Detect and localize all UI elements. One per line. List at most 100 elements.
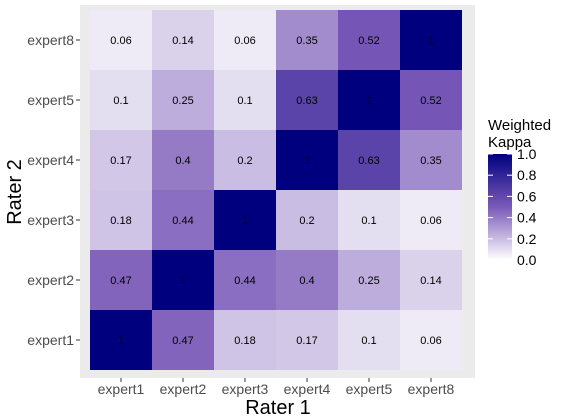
cell-value-label: 0.25 (358, 275, 379, 287)
cell-value-label: 1 (180, 275, 186, 287)
y-tick-label: expert8 (27, 32, 74, 48)
heatmap-cell (276, 10, 338, 70)
x-tick-label: expert3 (222, 381, 269, 397)
heatmap-cell (276, 130, 338, 190)
heatmap-cell (214, 70, 276, 130)
x-axis: expert1 expert2 expert3 expert4 expert5 exper… (98, 378, 455, 397)
cell-value-label: 0.1 (361, 215, 376, 227)
heatmap-cell (152, 10, 214, 70)
cell-value-label: 0.35 (420, 155, 441, 167)
heatmap-cell (338, 250, 400, 310)
heatmap-cell (90, 10, 152, 70)
x-tick-label: expert4 (284, 381, 331, 397)
heatmap-cell (214, 250, 276, 310)
legend-tick-label: 0.2 (517, 231, 537, 247)
cell-value-label: 0.4 (299, 275, 314, 287)
heatmap-cell (152, 190, 214, 250)
heatmap-cell (90, 310, 152, 370)
heatmap-cell (152, 130, 214, 190)
legend-title-line1: Weighted (488, 117, 551, 134)
cell-value-label: 0.44 (234, 275, 255, 287)
cell-value-label: 0.18 (234, 335, 255, 347)
cell-value-label: 0.06 (420, 215, 441, 227)
heatmap-cell (214, 10, 276, 70)
heatmap-cell (90, 70, 152, 130)
heatmap-cells (90, 10, 462, 370)
cell-value-label: 0.17 (110, 155, 131, 167)
cell-value-labels: 1 0.47 0.18 0.17 0.1 0.06 0.47 1 0.44 0.4 0.25 0.14… (110, 35, 441, 347)
heatmap-cell (152, 310, 214, 370)
cell-value-label: 1 (304, 155, 310, 167)
heatmap-cell (400, 190, 462, 250)
x-axis-title: Rater 1 (245, 397, 311, 419)
cell-value-label: 0.06 (420, 335, 441, 347)
heatmap-cell (338, 310, 400, 370)
legend-ticks: 1.0 0.8 0.6 0.4 0.2 0.0 (488, 146, 537, 268)
heatmap-cell (276, 70, 338, 130)
cell-value-label: 0.63 (358, 155, 379, 167)
cell-value-label: 0.52 (420, 95, 441, 107)
heatmap-cell (152, 70, 214, 130)
cell-value-label: 0.52 (358, 35, 379, 47)
cell-value-label: 0.14 (420, 275, 441, 287)
heatmap-cell (338, 10, 400, 70)
cell-value-label: 0.35 (296, 35, 317, 47)
cell-value-label: 0.18 (110, 215, 131, 227)
heatmap-cell (276, 310, 338, 370)
legend-tick-label: 0.8 (517, 167, 537, 183)
y-tick-label: expert5 (27, 92, 74, 108)
cell-value-label: 0.14 (172, 35, 193, 47)
y-tick-label: expert3 (27, 212, 74, 228)
cell-value-label: 0.2 (237, 155, 252, 167)
heatmap-cell (90, 250, 152, 310)
heatmap-cell (400, 250, 462, 310)
cell-value-label: 0.06 (234, 35, 255, 47)
legend-tick-label: 0.0 (517, 252, 537, 268)
heatmap-cell (276, 190, 338, 250)
x-tick-label: expert2 (160, 381, 207, 397)
cell-value-label: 1 (428, 35, 434, 47)
cell-value-label: 0.47 (110, 275, 131, 287)
cell-value-label: 1 (242, 215, 248, 227)
x-tick-label: expert1 (98, 381, 145, 397)
cell-value-label: 0.47 (172, 335, 193, 347)
heatmap-cell (338, 190, 400, 250)
heatmap-cell (90, 190, 152, 250)
cell-value-label: 0.44 (172, 215, 193, 227)
cell-value-label: 0.1 (113, 95, 128, 107)
heatmap-cell (90, 130, 152, 190)
color-legend: Weighted Kappa 1.0 0.8 0.6 0.4 0.2 0.0 (488, 117, 551, 268)
cell-value-label: 0.63 (296, 95, 317, 107)
heatmap-cell (338, 130, 400, 190)
cell-value-label: 0.25 (172, 95, 193, 107)
x-tick-label: expert5 (346, 381, 393, 397)
legend-tick-label: 1.0 (517, 146, 537, 162)
cell-value-label: 1 (366, 95, 372, 107)
cell-value-label: 0.1 (237, 95, 252, 107)
heatmap-cell (214, 310, 276, 370)
heatmap-cell (338, 70, 400, 130)
cell-value-label: 0.17 (296, 335, 317, 347)
legend-tick-label: 0.4 (517, 210, 537, 226)
cell-value-label: 0.2 (299, 215, 314, 227)
heatmap-cell (276, 250, 338, 310)
heatmap-cell (400, 70, 462, 130)
heatmap-cell (400, 10, 462, 70)
y-axis: expert1 expert2 expert3 expert4 expert5 exper… (27, 32, 80, 348)
legend-title-line2: Kappa (488, 134, 532, 151)
cell-value-label: 0.4 (175, 155, 190, 167)
legend-color-bar (488, 154, 512, 260)
cell-value-label: 0.06 (110, 35, 131, 47)
heatmap-cell (214, 190, 276, 250)
x-tick-label: expert8 (408, 381, 455, 397)
heatmap-cell (400, 310, 462, 370)
cell-value-label: 0.1 (361, 335, 376, 347)
cell-value-label: 1 (118, 335, 124, 347)
y-tick-label: expert2 (27, 272, 74, 288)
heatmap-cell (214, 130, 276, 190)
y-tick-label: expert1 (27, 332, 74, 348)
legend-tick-label: 0.6 (517, 188, 537, 204)
heatmap-cell (400, 130, 462, 190)
y-axis-title: Rater 2 (4, 159, 26, 225)
